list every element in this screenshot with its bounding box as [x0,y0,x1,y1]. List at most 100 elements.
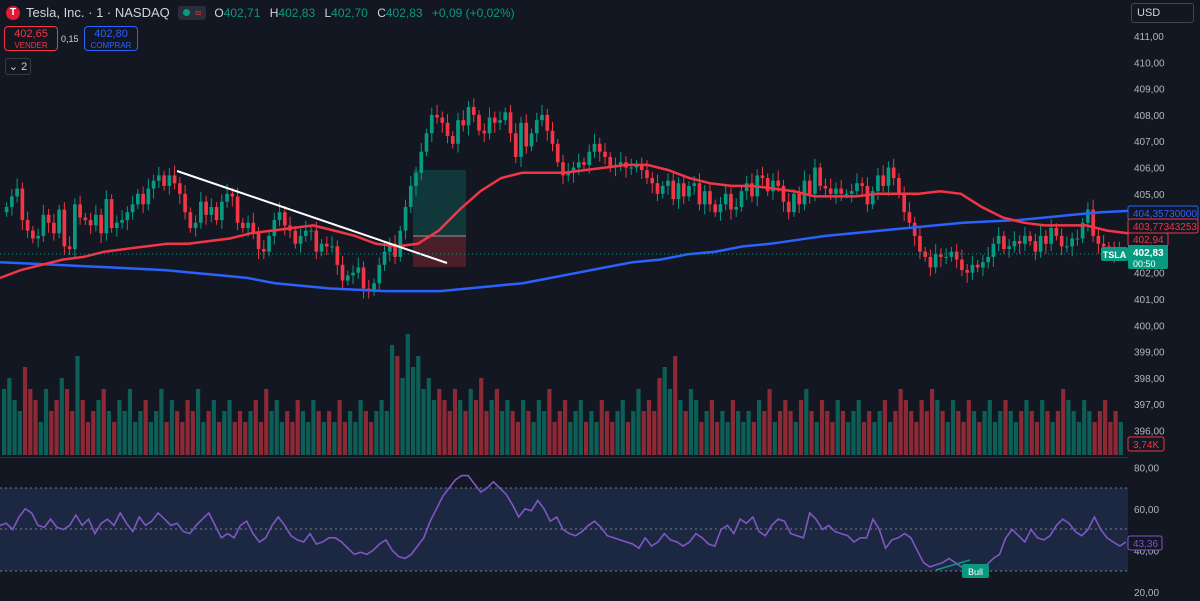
volume-bar [940,411,945,455]
rsi-line[interactable] [0,474,1127,572]
candle-body [487,117,492,134]
volume-bar [1108,422,1113,455]
candle-body [393,243,397,257]
candle-body [723,193,728,205]
tag-countdown-value: 00:50 [1133,259,1156,269]
volume-bar [521,400,526,455]
volume-bar [358,400,363,455]
candle-body [524,122,529,147]
candle-body [739,191,744,207]
candle-body [1065,246,1069,248]
candle-body [10,196,14,207]
price-axis-bg[interactable] [1128,0,1200,601]
volume-bar [798,400,804,455]
volume-bar [410,367,416,455]
price-axis-label: 399,00 [1134,348,1165,359]
candle-body [1070,238,1074,247]
candle-body [293,230,298,244]
candle-body [813,167,817,194]
tag-ma-slow: 404,35730000 [1127,205,1199,221]
price-axis-label: 402,00 [1134,269,1165,280]
volume-bar [316,411,321,455]
position-tool[interactable] [413,170,466,267]
candles[interactable] [4,98,1122,299]
candle-body [960,259,964,271]
candle-body [834,188,838,194]
candle-body [508,112,513,134]
candle-body [151,180,156,189]
rsi-axis-label: 20,00 [1134,588,1159,599]
volume-bar [620,400,625,455]
buy-button[interactable]: 402,80 COMPRAR [84,26,138,51]
volume-bar [709,400,714,455]
volume-bar [468,389,473,455]
volume-bar [636,389,641,455]
ma-slow-line[interactable] [0,209,1129,293]
volume-bar [374,411,379,455]
candle-body [823,185,828,189]
candle-body [713,204,718,213]
candle-body [1054,227,1059,236]
candle-body [456,120,460,144]
volume-bar [1040,400,1045,455]
ma-fast-line[interactable] [0,163,1129,280]
candle-body [655,183,660,194]
volume-bar [1113,411,1118,455]
trendline[interactable] [176,170,448,264]
symbol-title[interactable]: Tesla, Inc. · 1 · NASDAQ [26,5,170,20]
collapse-indicators-button[interactable]: ⌄ 2 [5,58,31,75]
volume-bar [369,422,374,455]
candle-body [618,162,623,165]
candle-body [335,246,340,265]
candle-body [445,122,450,136]
candle-body [697,183,702,205]
candle-body [256,233,261,250]
candle-body [172,175,177,184]
volume-bar [783,400,788,455]
price-axis-label: 407,00 [1134,137,1165,148]
pane-separator[interactable] [0,457,1128,458]
volume-bar [830,422,835,455]
candle-body [104,199,109,234]
ohlc-values: O402,71 H402,83 L402,70 C402,83 +0,09 (+… [214,6,520,20]
candle-body [188,212,193,228]
candle-body [750,183,754,197]
volume-bar [510,411,515,455]
volume-bar [91,411,96,455]
candle-body [860,183,865,186]
candle-body [933,254,938,268]
sell-button[interactable]: 402,65 VENDER [4,26,58,51]
candle-body [891,167,896,179]
volume-bar [479,378,484,455]
volume-bar [300,411,306,455]
volume-bar [348,411,353,455]
indicator-pill[interactable]: ≈ [177,5,207,20]
chevron-down-icon: ⌄ [8,61,19,73]
volume-bar [49,411,54,455]
volume-bar [447,411,452,455]
candle-body [566,172,571,176]
volume-bar [138,411,143,455]
candle-body [377,264,382,284]
volume-bar [1045,411,1050,455]
candle-body [981,262,985,268]
volume-bar [877,411,882,455]
price-axis-label: 410,00 [1134,58,1165,69]
candle-body [424,133,429,152]
volume-bar [7,378,12,455]
price-axis-label: 405,00 [1134,190,1165,201]
currency-select[interactable]: USD [1131,3,1194,23]
candle-body [718,204,723,213]
candle-body [897,178,901,194]
candle-body [167,175,172,186]
volume-bar [515,422,521,455]
tag-last-close: 402,94 [1127,232,1169,247]
volume-bar [342,422,347,455]
volume-bar [987,400,992,455]
candle-body [382,251,387,265]
candle-body [592,143,597,152]
volume-bar [279,422,285,455]
volume-bar [793,422,798,455]
volume-bar [180,422,185,455]
